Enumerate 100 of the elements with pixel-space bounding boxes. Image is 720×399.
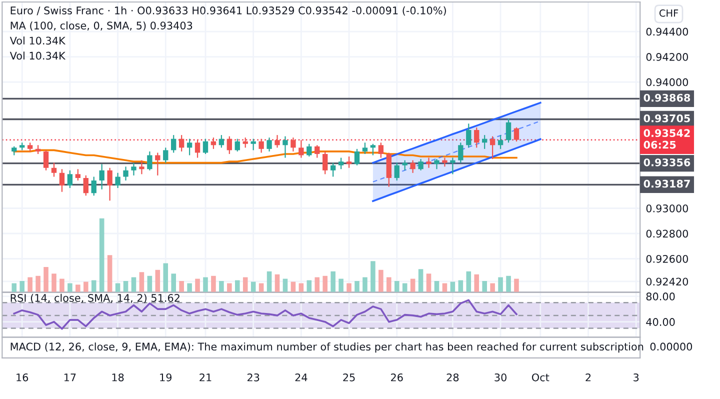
x-tick-label: 16 [16, 373, 28, 382]
candlestick [346, 156, 352, 168]
bar [498, 277, 503, 292]
candlestick [250, 138, 256, 151]
bar [131, 277, 136, 292]
annotation: RSI (14, close, SMA, 14, 2) 51.62 [10, 294, 180, 304]
candlestick [474, 126, 480, 148]
bar [338, 278, 344, 292]
ref-line-label: 0.93542 06:25 [644, 129, 690, 149]
candlestick [83, 174, 88, 196]
candlestick [43, 150, 49, 171]
bar [187, 283, 192, 292]
x-tick-label: 3 [634, 373, 639, 382]
candlestick [234, 138, 240, 152]
y-tick-label: 0.94200 [646, 53, 688, 61]
bar [28, 277, 32, 292]
x-tick-label: 21 [200, 373, 212, 382]
candlestick [242, 137, 248, 148]
bar [418, 269, 424, 292]
candlestick [442, 157, 448, 168]
bar [394, 280, 400, 292]
bar [60, 278, 64, 292]
bar [314, 277, 320, 292]
bar [482, 280, 487, 292]
candlestick [322, 150, 328, 175]
bar [466, 271, 472, 292]
line-series [372, 138, 542, 202]
ref-line-label: 0.93705 [644, 114, 690, 122]
ref-line-label: 0.93187 [644, 180, 690, 188]
candlestick [362, 142, 368, 155]
candlestick [123, 166, 128, 182]
bar [322, 276, 328, 292]
bar [410, 278, 416, 292]
candlestick [458, 142, 464, 164]
x-tick-label: 2 [586, 373, 591, 382]
annotation: MA (100, close, 0, SMA, 5) 0.93403 [10, 21, 192, 31]
candlestick [226, 136, 232, 155]
bar [490, 283, 495, 292]
x-tick-label: 28 [446, 373, 459, 382]
text: 0.00000 [650, 342, 692, 351]
bar [386, 277, 392, 292]
line-series [372, 120, 541, 182]
bar [426, 274, 432, 292]
ref-line-label: 0.93868 [644, 94, 690, 102]
bar [227, 283, 232, 292]
bar [346, 283, 352, 292]
bar [266, 271, 272, 292]
candlestick [147, 150, 152, 171]
bar [203, 277, 208, 292]
bar [506, 276, 511, 292]
candlestick [75, 168, 81, 182]
y-tick-label: 0.94400 [646, 28, 688, 36]
bar [20, 280, 24, 292]
candlestick [298, 140, 304, 158]
ref-line-label: 0.93356 [644, 158, 690, 166]
candlestick [338, 157, 344, 170]
bar [450, 282, 456, 292]
bar [274, 274, 280, 292]
candlestick [282, 136, 288, 158]
bar [219, 280, 224, 292]
text: MACD (12, 26, close, 9, EMA, EMA): The maximum number of studies per chart has been reached for current subscription [10, 342, 644, 353]
candlestick [402, 160, 408, 171]
bar [434, 280, 440, 292]
annotation: Vol 10.34K [10, 36, 66, 45]
bar [115, 283, 120, 292]
candlestick [186, 138, 192, 156]
bar [107, 255, 112, 292]
bar [91, 280, 96, 292]
candlestick [218, 134, 224, 148]
candlestick [59, 168, 65, 192]
candlestick [450, 157, 456, 175]
candlestick [131, 162, 136, 176]
y-tick-label: 0.93000 [646, 204, 688, 212]
candlestick [194, 140, 200, 158]
bar [402, 283, 408, 292]
chart-title: Euro / Swiss Franc · 1h · O0.93633 H0.93641 L0.93529 C0.93542 -0.00091 (-0.10%) [10, 6, 446, 16]
candlestick [466, 123, 472, 148]
candlestick [498, 134, 504, 150]
candlestick [115, 172, 120, 189]
candlestick [410, 160, 416, 174]
bar [258, 283, 264, 292]
bar [147, 276, 152, 292]
x-tick-label: 17 [64, 374, 76, 382]
bar [179, 280, 184, 292]
bar [242, 277, 248, 292]
annotation: Vol 10.34K [10, 52, 66, 60]
candlestick [274, 134, 280, 148]
y-tick-label: 80.00 [646, 292, 675, 300]
candlestick [370, 143, 376, 156]
candlestick [306, 143, 312, 158]
x-tick-label: 19 [160, 373, 172, 382]
bar [282, 278, 288, 292]
y-tick-label: 40.00 [646, 318, 675, 326]
bar [514, 278, 519, 292]
candlestick [139, 160, 144, 175]
bar [290, 282, 296, 292]
bar [163, 263, 168, 292]
candlestick [418, 158, 424, 171]
candlestick [434, 158, 440, 170]
x-tick-label: 25 [343, 373, 355, 382]
